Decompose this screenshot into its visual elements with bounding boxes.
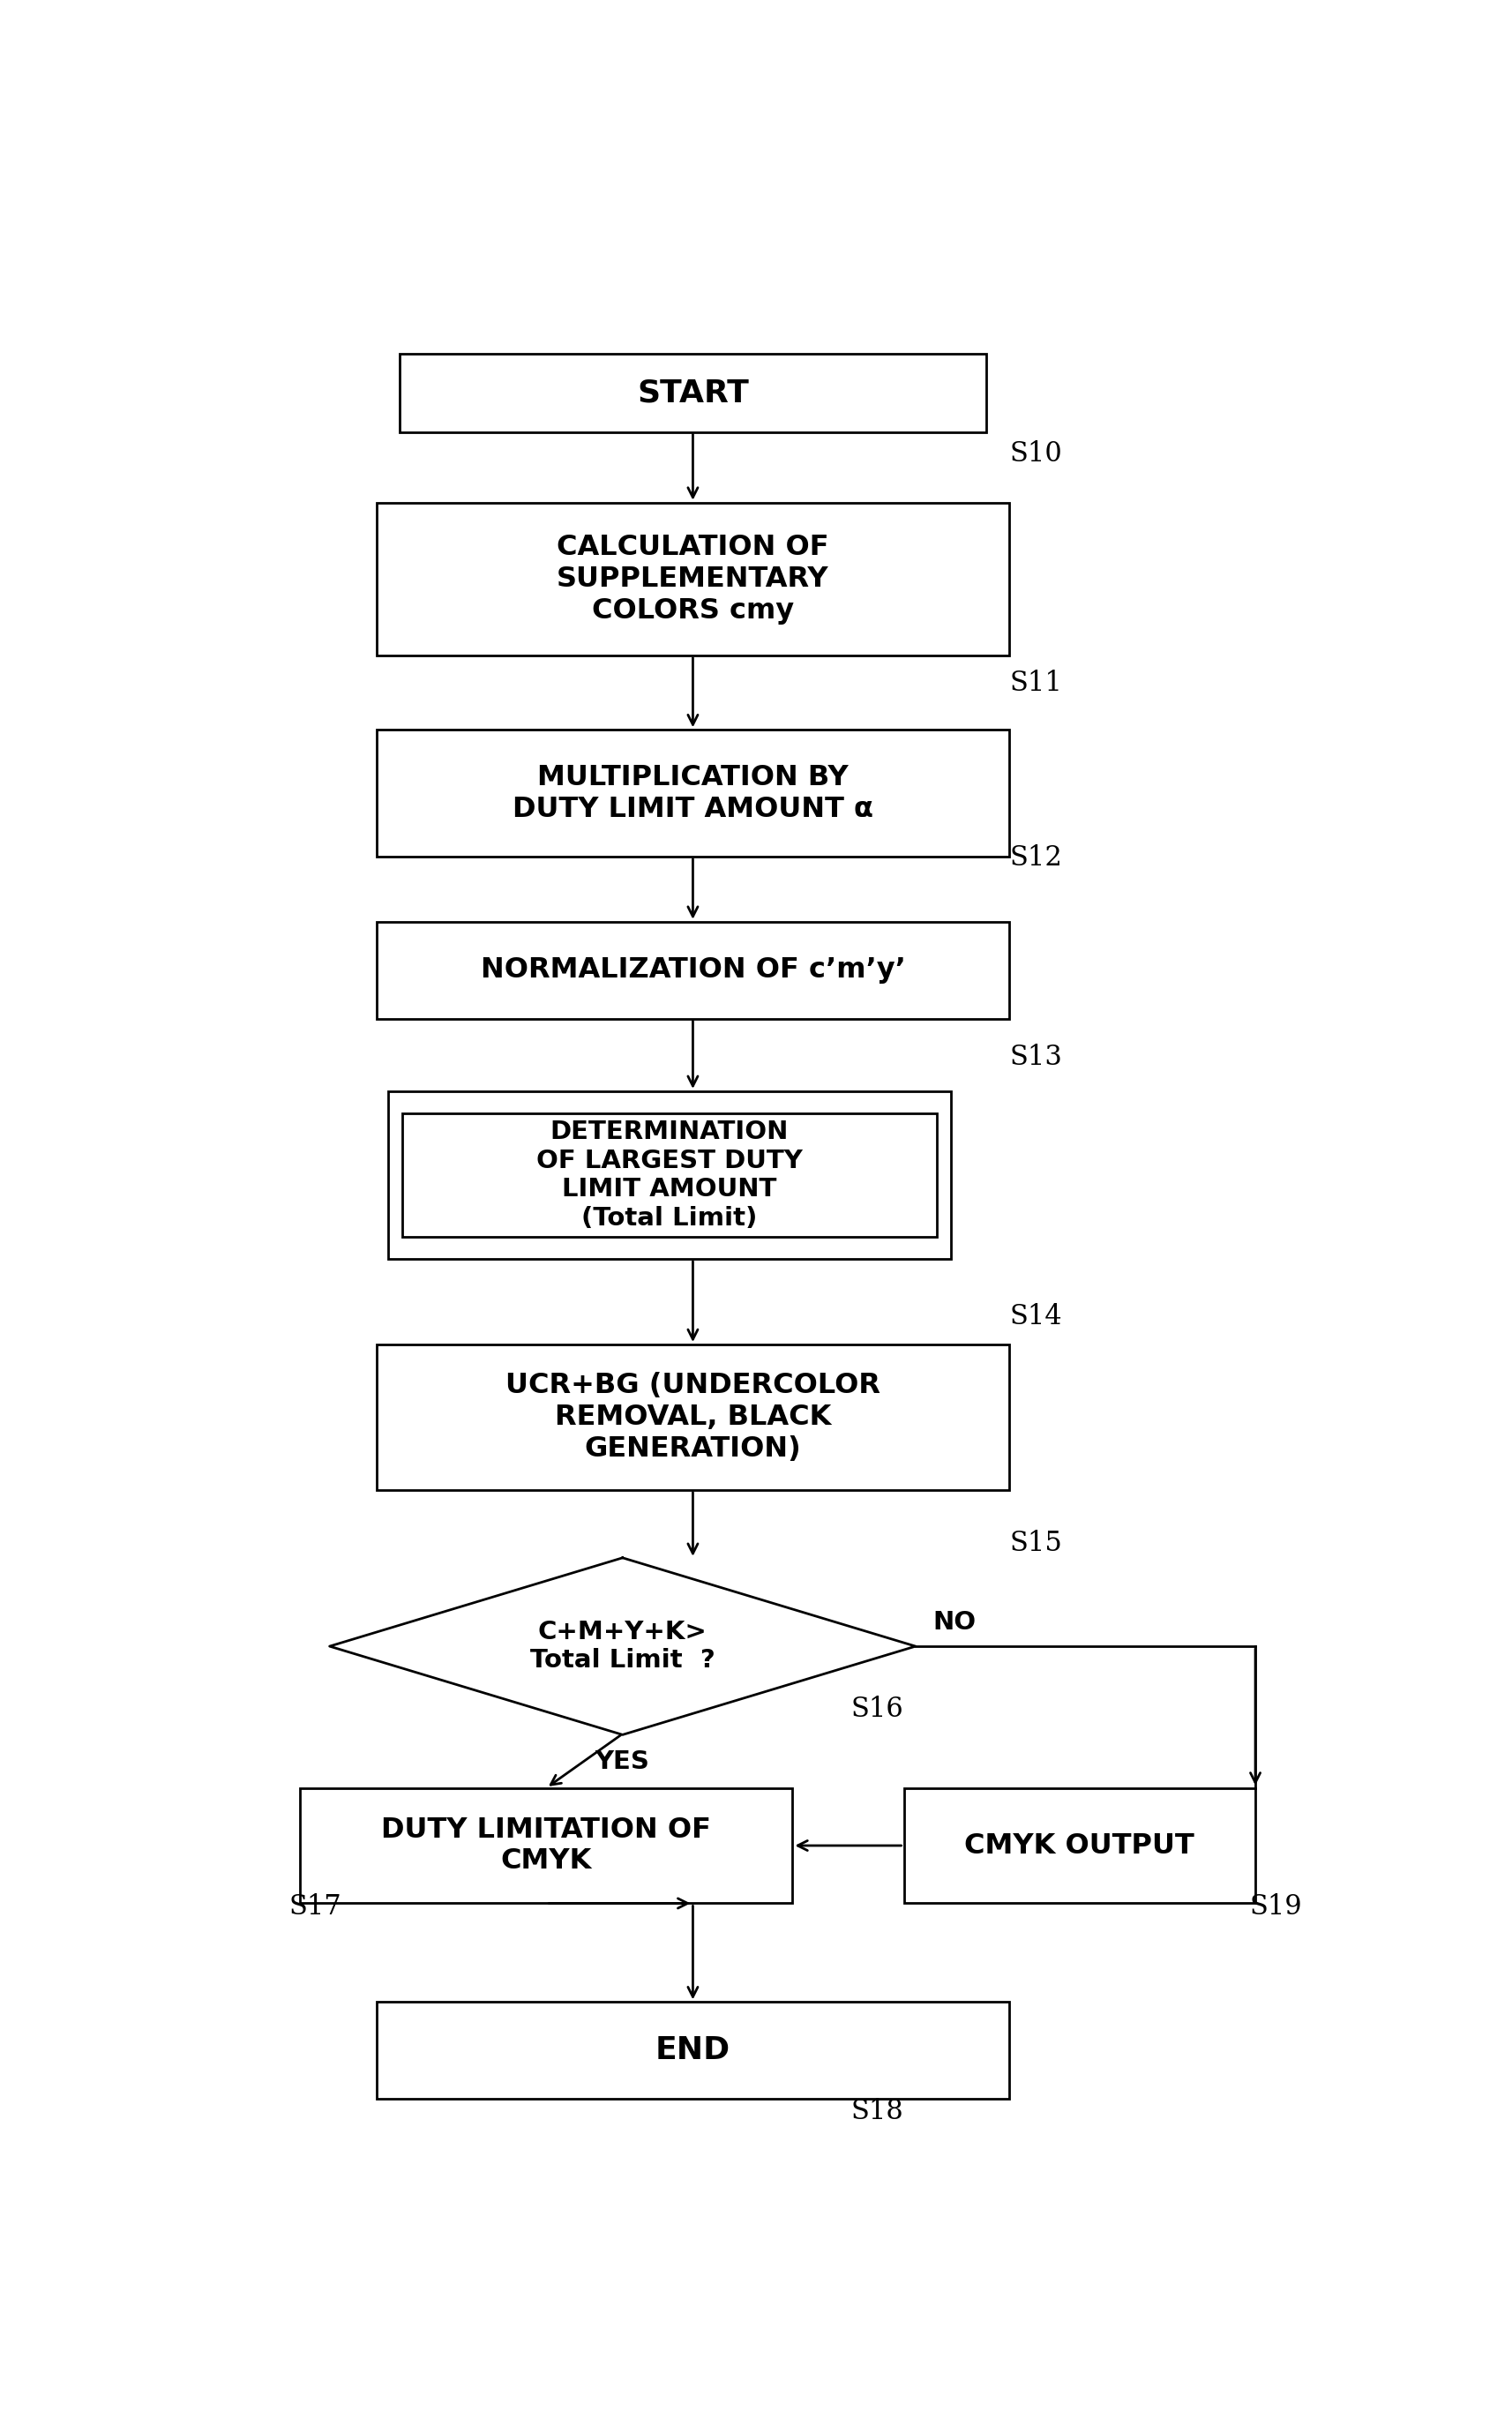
Text: MULTIPLICATION BY
DUTY LIMIT AMOUNT α: MULTIPLICATION BY DUTY LIMIT AMOUNT α — [513, 764, 874, 822]
FancyBboxPatch shape — [376, 2003, 1010, 2100]
Text: S13: S13 — [1010, 1045, 1061, 1072]
Text: S12: S12 — [1010, 844, 1061, 873]
Text: NO: NO — [933, 1609, 977, 1635]
FancyBboxPatch shape — [904, 1788, 1255, 1904]
Text: S14: S14 — [1010, 1304, 1061, 1330]
Text: DETERMINATION
OF LARGEST DUTY
LIMIT AMOUNT
(Total Limit): DETERMINATION OF LARGEST DUTY LIMIT AMOU… — [537, 1120, 803, 1231]
Text: END: END — [655, 2034, 730, 2066]
Text: START: START — [637, 377, 748, 409]
Text: DUTY LIMITATION OF
CMYK: DUTY LIMITATION OF CMYK — [381, 1817, 711, 1875]
FancyBboxPatch shape — [376, 1345, 1010, 1490]
Text: CALCULATION OF
SUPPLEMENTARY
COLORS cmy: CALCULATION OF SUPPLEMENTARY COLORS cmy — [556, 535, 829, 624]
Text: C+M+Y+K>
Total Limit  ?: C+M+Y+K> Total Limit ? — [531, 1621, 715, 1674]
Text: NORMALIZATION OF c’m’y’: NORMALIZATION OF c’m’y’ — [481, 956, 906, 985]
FancyBboxPatch shape — [389, 1091, 951, 1258]
FancyBboxPatch shape — [376, 731, 1010, 856]
Text: UCR+BG (UNDERCOLOR
REMOVAL, BLACK
GENERATION): UCR+BG (UNDERCOLOR REMOVAL, BLACK GENERA… — [505, 1372, 880, 1463]
Text: S10: S10 — [1010, 440, 1061, 467]
FancyBboxPatch shape — [376, 503, 1010, 656]
FancyBboxPatch shape — [301, 1788, 792, 1904]
Text: S17: S17 — [289, 1894, 342, 1921]
Text: YES: YES — [596, 1749, 650, 1773]
FancyBboxPatch shape — [402, 1113, 936, 1236]
Text: S16: S16 — [851, 1696, 904, 1722]
FancyBboxPatch shape — [376, 922, 1010, 1018]
FancyBboxPatch shape — [399, 353, 986, 433]
Text: S11: S11 — [1010, 670, 1061, 697]
Text: CMYK OUTPUT: CMYK OUTPUT — [965, 1831, 1194, 1860]
Text: S15: S15 — [1010, 1531, 1061, 1558]
Text: S18: S18 — [851, 2097, 904, 2126]
Polygon shape — [330, 1558, 916, 1734]
Text: S19: S19 — [1249, 1894, 1302, 1921]
